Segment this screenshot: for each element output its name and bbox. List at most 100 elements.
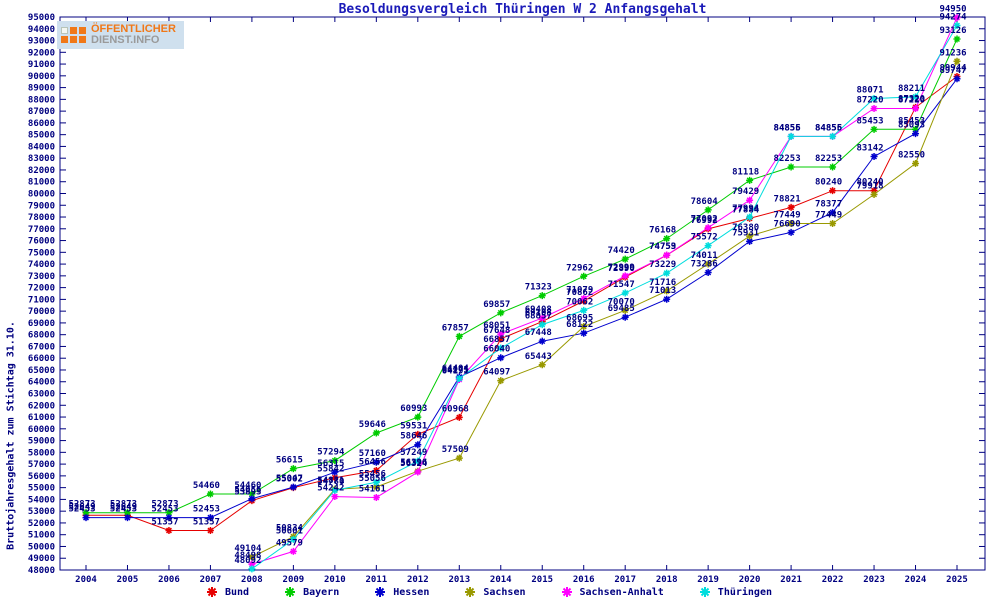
point-label: 68051 (483, 321, 510, 331)
point-label: 74759 (649, 242, 676, 252)
point-label: 81118 (732, 167, 759, 177)
y-tick-label: 70000 (28, 307, 55, 317)
x-tick-label: 2011 (365, 575, 387, 585)
point-label: 55056 (359, 474, 386, 484)
series-labels-thringen: 48092 50601 54780 55456 57249 64275 66857 68857… (234, 13, 967, 566)
x-tick-label: 2013 (448, 575, 470, 585)
point-label: 77449 (774, 211, 801, 221)
y-tick-label: 51000 (28, 531, 55, 541)
x-tick-label: 2023 (863, 575, 885, 585)
point-label: 55842 (317, 465, 344, 475)
legend-item-bund: Bund (205, 586, 249, 598)
hessen-marker-icon (375, 587, 386, 597)
x-tick-label: 2022 (822, 575, 844, 585)
y-tick-label: 60000 (28, 425, 55, 435)
point-label: 71716 (649, 278, 676, 288)
series-hessen (82, 75, 961, 522)
y-tick-label: 86000 (28, 119, 55, 129)
legend-label: Thüringen (717, 586, 772, 598)
point-label: 68857 (525, 312, 552, 322)
point-label: 94950 (939, 5, 966, 15)
point-label: 78604 (691, 197, 719, 207)
point-label: 85093 (898, 121, 925, 131)
point-label: 64404 (442, 364, 470, 374)
y-tick-label: 63000 (28, 390, 55, 400)
point-label: 65443 (525, 352, 552, 362)
series-sachsen-anhalt (248, 14, 961, 568)
y-tick-label: 72000 (28, 284, 55, 294)
point-label: 59646 (359, 420, 386, 430)
point-label: 73229 (649, 260, 676, 270)
point-label: 53893 (234, 488, 261, 498)
point-label: 57294 (317, 448, 345, 458)
x-tick-label: 2009 (283, 575, 305, 585)
y-tick-label: 89000 (28, 84, 55, 94)
point-label: 71323 (525, 283, 552, 293)
y-tick-label: 57000 (28, 460, 55, 470)
point-label: 89944 (939, 63, 967, 73)
point-label: 56456 (359, 458, 386, 468)
point-label: 64275 (442, 366, 469, 376)
point-label: 77092 (691, 215, 718, 225)
y-tick-label: 49000 (28, 554, 55, 564)
y-tick-label: 61000 (28, 413, 55, 423)
point-label: 77994 (732, 204, 760, 214)
y-tick-label: 87000 (28, 107, 55, 117)
point-label: 87220 (857, 96, 884, 106)
point-label: 70862 (566, 288, 593, 298)
point-label: 52873 (68, 500, 95, 510)
y-tick-label: 69000 (28, 319, 55, 329)
legend-item-hessen: Hessen (373, 586, 429, 598)
y-tick-label: 90000 (28, 72, 55, 82)
y-tick-label: 58000 (28, 448, 55, 458)
point-label: 55047 (276, 474, 303, 484)
point-label: 88071 (857, 86, 884, 96)
point-label: 74011 (691, 251, 718, 261)
legend-label: Sachsen-Anhalt (579, 586, 664, 598)
point-label: 68122 (566, 320, 593, 330)
point-label: 56615 (276, 456, 303, 466)
point-label: 54460 (193, 481, 220, 491)
legend-item-sachsen-anhalt: Sachsen-Anhalt (560, 586, 664, 598)
point-label: 87220 (898, 96, 925, 106)
y-tick-label: 80000 (28, 189, 55, 199)
point-label: 67648 (483, 326, 510, 336)
x-tick-label: 2021 (780, 575, 802, 585)
y-tick-label: 83000 (28, 154, 55, 164)
y-tick-label: 73000 (28, 272, 55, 282)
point-label: 84855 (815, 123, 842, 133)
point-label: 50601 (276, 526, 303, 536)
point-label: 71079 (566, 285, 593, 295)
y-tick-label: 95000 (28, 13, 55, 23)
point-label: 91236 (939, 48, 966, 58)
x-tick-label: 2014 (490, 575, 512, 585)
legend-label: Hessen (393, 586, 430, 598)
point-label: 51357 (193, 518, 220, 528)
point-label: 80240 (857, 178, 884, 188)
point-label: 66857 (483, 335, 510, 345)
point-label: 88211 (898, 84, 925, 94)
point-label: 76380 (732, 223, 759, 233)
point-label: 51357 (151, 518, 178, 528)
point-label: 52873 (110, 500, 137, 510)
legend-item-sachsen: Sachsen (463, 586, 526, 598)
point-label: 56315 (317, 459, 344, 469)
point-label: 48498 (234, 551, 261, 561)
point-label: 52873 (151, 500, 178, 510)
point-label: 82253 (774, 154, 801, 164)
site-logo[interactable]: ÖFFENTLICHER DIENST.INFO (57, 21, 184, 49)
point-label: 76690 (774, 219, 801, 229)
y-tick-label: 68000 (28, 331, 55, 341)
chart-title: Besoldungsvergleich Thüringen W 2 Anfang… (338, 2, 707, 17)
y-tick-label: 76000 (28, 237, 55, 247)
point-label: 56396 (400, 458, 427, 468)
y-tick-label: 56000 (28, 472, 55, 482)
y-tick-label: 77000 (28, 225, 55, 235)
y-tick-label: 62000 (28, 401, 55, 411)
point-label: 54161 (359, 485, 386, 495)
point-label: 71547 (608, 280, 635, 290)
point-label: 55456 (359, 469, 386, 479)
point-label: 76992 (691, 216, 718, 226)
y-tick-label: 74000 (28, 260, 55, 270)
